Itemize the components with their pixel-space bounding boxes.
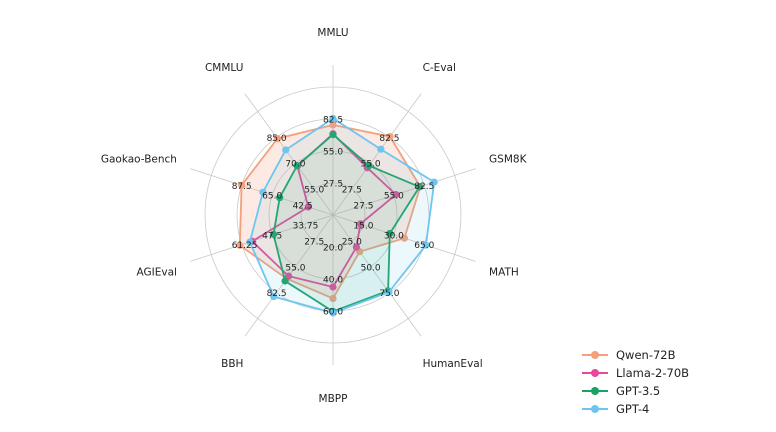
tick-label-9-2: 85.0 [267,134,287,144]
axis-label-3: MATH [489,267,519,279]
legend-swatch [582,349,608,361]
tick-label-5-1: 40.0 [323,276,343,286]
legend-swatch [582,367,608,379]
series-2-point-6 [281,277,289,285]
series-3-point-0 [329,114,337,123]
tick-label-1-1: 55.0 [361,160,381,170]
series-3-point-8 [259,188,267,196]
series-2-point-2 [415,183,424,191]
legend-label: Qwen-72B [616,348,676,362]
tick-label-8-1: 65.0 [262,192,282,202]
tick-label-4-0: 25.0 [342,237,362,247]
legend-item-2: GPT-3.5 [582,382,706,400]
tick-label-9-0: 55.0 [304,186,324,196]
series-2-point-9 [293,161,301,170]
tick-label-8-2: 87.5 [232,182,252,192]
series-1-point-2 [392,190,400,199]
series-0-point-5 [329,294,337,303]
legend-marker [591,405,599,413]
series-1-point-8 [304,203,312,211]
series-2-point-1 [365,161,373,170]
series-3-point-4 [385,288,393,296]
series-3-point-9 [282,146,290,154]
series-1-point-5 [329,283,337,291]
series-0-point-8 [237,181,246,189]
legend-marker [591,351,599,359]
series-3-point-3 [422,241,430,249]
series-3-point-2 [430,178,438,186]
tick-label-3-0: 15.0 [353,221,373,231]
spoke-7 [190,214,334,262]
axis-label-5: MBPP [319,393,348,405]
tick-label-6-2: 82.5 [267,289,287,299]
tick-label-7-1: 47.5 [262,231,282,241]
legend-marker [591,369,599,377]
series-0-point-1 [386,132,394,141]
series-2-point-3 [386,229,394,238]
tick-label-1-2: 82.5 [379,134,399,144]
tick-label-0-2: 82.5 [323,116,343,126]
series-0-point-7 [236,241,244,249]
axis-label-4: HumanEval [423,358,483,370]
axis-label-1: C-Eval [423,62,456,74]
tick-label-0-0: 27.5 [323,180,343,190]
axis-label-9: CMMLU [205,62,243,74]
tick-label-9-1: 70.0 [285,160,305,170]
spoke-2 [332,168,476,216]
legend-marker [591,387,599,395]
legend-swatch [582,385,608,397]
tick-label-7-0: 33.75 [293,221,319,231]
tick-label-2-2: 82.5 [414,182,434,192]
spoke-1 [332,93,422,216]
tick-label-5-0: 20.0 [323,244,343,254]
series-3-point-7 [246,238,254,246]
tick-label-3-1: 30.0 [384,231,404,241]
legend-item-0: Qwen-72B [582,346,706,364]
series-3-point-1 [377,145,385,153]
tick-label-5-2: 60.0 [323,308,343,318]
tick-label-0-1: 55.0 [323,148,343,158]
tick-label-6-0: 27.5 [304,237,324,247]
series-1-point-3 [356,220,364,228]
series-0-point-0 [329,121,337,129]
series-2-point-8 [276,194,284,202]
axis-label-2: GSM8K [489,153,528,165]
legend-swatch [582,403,608,415]
legend-label: Llama-2-70B [616,366,690,380]
series-0-point-3 [400,234,409,242]
legend: Qwen-72B Llama-2-70B GPT-3.5 GPT-4 [582,346,706,418]
axis-label-0: MMLU [317,27,348,39]
series-3-point-5 [329,309,337,317]
series-0-point-9 [273,135,282,143]
spoke-9 [244,93,334,216]
legend-label: GPT-3.5 [616,384,661,398]
tick-label-2-1: 55.0 [384,192,404,202]
axis-label-7: AGIEval [137,267,177,279]
series-2-point-7 [269,230,278,238]
legend-item-3: GPT-4 [582,400,706,418]
tick-label-6-1: 55.0 [285,263,305,273]
tick-label-1-0: 27.5 [342,186,362,196]
axis-label-6: BBH [221,358,243,370]
tick-label-4-1: 50.0 [361,263,381,273]
tick-label-8-0: 42.5 [293,202,313,212]
legend-label: GPT-4 [616,402,650,416]
series-2-point-0 [329,130,337,139]
legend-item-1: Llama-2-70B [582,364,706,382]
tick-label-7-2: 61.25 [232,241,258,251]
axis-label-8: Gaokao-Bench [101,153,177,165]
series-3-point-6 [270,293,278,301]
series-1-point-4 [352,243,360,251]
spoke-4 [332,214,422,337]
tick-label-3-2: 65.0 [414,241,434,251]
tick-label-2-0: 27.5 [353,202,373,212]
tick-label-4-2: 75.0 [379,289,399,299]
